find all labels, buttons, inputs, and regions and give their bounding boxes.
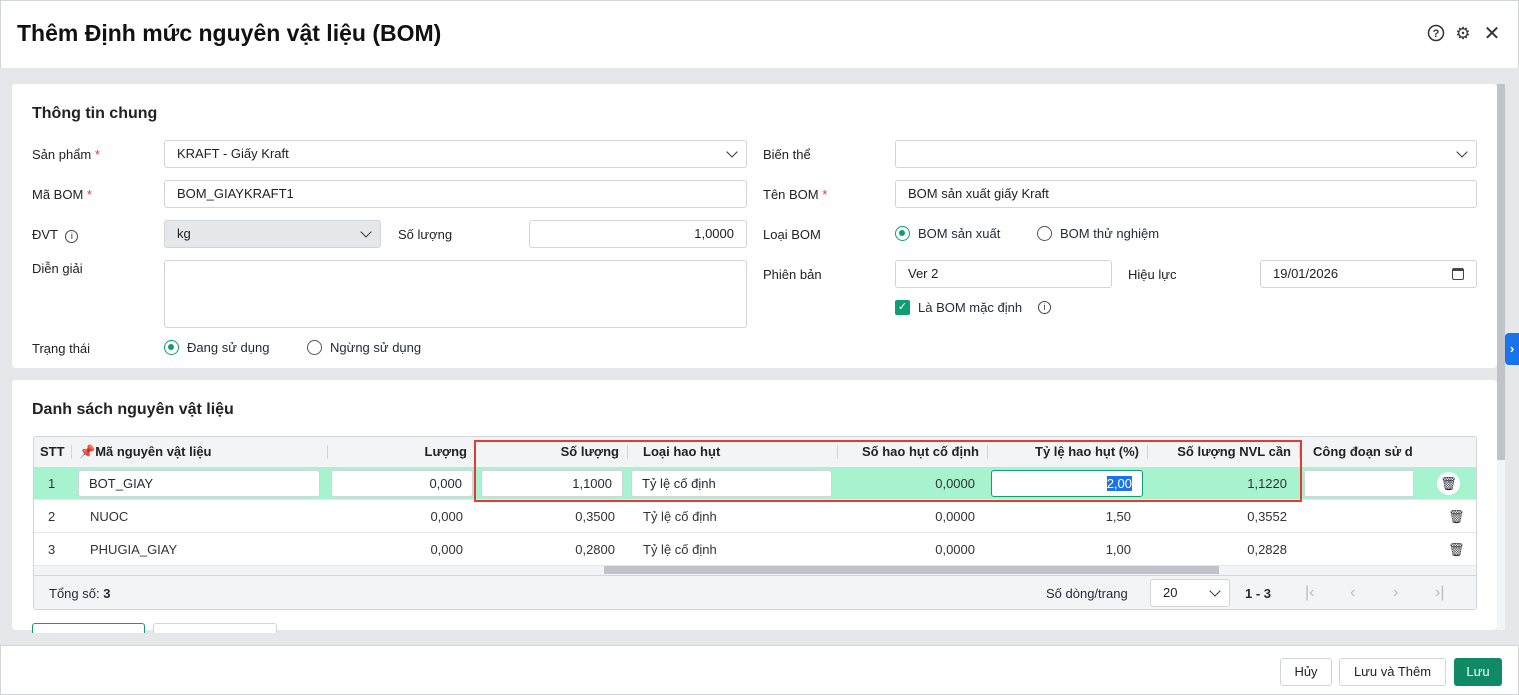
page-size-select[interactable]: 20 xyxy=(1150,579,1230,607)
quantity: 0,3500 xyxy=(575,509,615,524)
variant-label: Biến thể xyxy=(763,147,811,162)
section-title-general: Thông tin chung xyxy=(32,105,158,122)
unit-label: ĐVT i xyxy=(32,227,79,243)
dialog-title: Thêm Định mức nguyên vật liệu (BOM) xyxy=(17,20,442,46)
save-button[interactable]: Lưu xyxy=(1454,658,1502,686)
last-page-icon[interactable]: ›| xyxy=(1435,584,1445,601)
fixed-loss: 0,0000 xyxy=(935,542,975,557)
quantity-input[interactable]: 1,0000 xyxy=(529,220,747,248)
col-fixed-loss: Số hao hụt cố định xyxy=(837,437,987,467)
next-page-icon[interactable]: › xyxy=(1393,584,1399,601)
dialog-footer xyxy=(0,645,1519,695)
radio-bom-production[interactable]: BOM sản xuất xyxy=(895,226,1000,241)
required-qty: 0,3552 xyxy=(1247,509,1287,524)
bom-name-input[interactable]: BOM sản xuất giấy Kraft xyxy=(895,180,1477,208)
version-label: Phiên bản xyxy=(763,267,822,282)
col-stage: Công đoạn sử d xyxy=(1299,437,1429,467)
col-required-qty: Số lượng NVL cần xyxy=(1147,437,1299,467)
materials-table: STT 📌Mã nguyên vật liệu Lượng Số lượng L… xyxy=(33,436,1477,610)
add-row-button[interactable] xyxy=(32,623,145,633)
row-stt: 1 xyxy=(48,476,56,491)
info-icon: i xyxy=(1038,301,1052,314)
calendar-icon[interactable] xyxy=(1452,268,1464,280)
bom-code-input[interactable]: BOM_GIAYKRAFT1 xyxy=(164,180,747,208)
bom-type-label: Loại BOM xyxy=(763,227,821,242)
amount: 0,000 xyxy=(430,509,463,524)
stage-input[interactable] xyxy=(1304,470,1414,497)
expand-panel-icon[interactable]: › xyxy=(1505,333,1519,365)
fixed-loss: 0,0000 xyxy=(935,509,975,524)
horizontal-scrollbar[interactable] xyxy=(34,566,1476,575)
variant-select[interactable] xyxy=(895,140,1477,168)
close-icon[interactable]: ✕ xyxy=(1483,23,1501,45)
material-code-input[interactable]: BOT_GIAY xyxy=(78,470,320,497)
amount-input[interactable]: 0,000 xyxy=(331,470,473,497)
vertical-scrollbar[interactable] xyxy=(1497,84,1505,630)
trash-icon[interactable]: 🗑 xyxy=(1437,472,1460,495)
col-material-code[interactable]: 📌Mã nguyên vật liệu xyxy=(71,437,327,467)
table-row[interactable]: 1 BOT_GIAY 0,000 1,1000 Tỷ lệ cố định 0,… xyxy=(34,467,1476,500)
radio-status-inactive[interactable]: Ngừng sử dụng xyxy=(307,340,421,355)
bom-name-label: Tên BOM * xyxy=(763,187,828,202)
section-title-materials: Danh sách nguyên vật liệu xyxy=(32,401,234,418)
checkbox-checked-icon: ✓ xyxy=(895,300,910,315)
effective-date-label: Hiệu lực xyxy=(1128,267,1177,282)
gear-icon[interactable]: ⚙ xyxy=(1455,24,1471,43)
quantity-label: Số lượng xyxy=(398,227,453,242)
page-range: 1 - 3 xyxy=(1245,586,1272,601)
quantity-input[interactable]: 1,1000 xyxy=(481,470,623,497)
loss-rate: 1,00 xyxy=(1105,542,1131,557)
loss-type: Tỷ lệ cố định xyxy=(643,509,717,524)
product-label: Sản phẩm * xyxy=(32,147,100,162)
loss-rate-input[interactable]: 2,00 xyxy=(991,470,1143,497)
trash-icon[interactable]: 🗑 xyxy=(1448,542,1465,557)
material-code: NUOC xyxy=(90,509,129,524)
save-and-add-button[interactable]: Lưu và Thêm xyxy=(1339,658,1446,686)
highlight-box xyxy=(474,440,1302,502)
table-row[interactable]: 2 NUOC 0,000 0,3500 Tỷ lệ cố định 0,0000… xyxy=(34,500,1476,533)
cancel-button[interactable]: Hủy xyxy=(1280,658,1332,686)
svg-text:?: ? xyxy=(1433,28,1440,40)
col-loss-rate: Tỷ lệ hao hụt (%) xyxy=(987,437,1147,467)
fixed-loss-value: 0,0000 xyxy=(935,476,975,491)
amount: 0,000 xyxy=(430,542,463,557)
info-icon: i xyxy=(65,230,79,243)
row-stt: 3 xyxy=(48,542,56,557)
first-page-icon[interactable]: |‹ xyxy=(1305,584,1315,601)
col-amount: Lượng xyxy=(327,437,475,467)
col-loss-type: Loại hao hụt xyxy=(627,437,837,467)
quantity: 0,2800 xyxy=(575,542,615,557)
prev-page-icon[interactable]: ‹ xyxy=(1350,584,1356,601)
loss-type: Tỷ lệ cố định xyxy=(643,542,717,557)
table-footer xyxy=(34,575,1476,609)
required-qty-value: 1,1220 xyxy=(1247,476,1287,491)
pin-icon[interactable]: 📌 xyxy=(79,444,96,459)
loss-type-select[interactable]: Tỷ lệ cố định xyxy=(631,470,832,497)
secondary-button[interactable] xyxy=(153,623,277,633)
loss-rate: 1,50 xyxy=(1105,509,1131,524)
help-icon[interactable]: ? xyxy=(1426,24,1446,44)
dialog-header xyxy=(0,0,1519,68)
description-textarea[interactable] xyxy=(164,260,747,328)
row-stt: 2 xyxy=(48,509,56,524)
description-label: Diễn giải xyxy=(32,261,83,276)
unit-select[interactable]: kg xyxy=(164,220,381,248)
table-row[interactable]: 3 PHUGIA_GIAY 0,000 0,2800 Tỷ lệ cố định… xyxy=(34,533,1476,566)
product-select[interactable]: KRAFT - Giấy Kraft xyxy=(164,140,747,168)
col-quantity: Số lượng xyxy=(475,437,627,467)
default-bom-checkbox[interactable]: ✓ Là BOM mặc định i xyxy=(895,300,1052,315)
radio-status-active[interactable]: Đang sử dụng xyxy=(164,340,269,355)
status-label: Trạng thái xyxy=(32,341,91,356)
version-input[interactable]: Ver 2 xyxy=(895,260,1112,288)
material-code: PHUGIA_GIAY xyxy=(90,542,178,557)
page-size-label: Số dòng/trang xyxy=(1046,586,1128,601)
radio-bom-trial[interactable]: BOM thử nghiệm xyxy=(1037,226,1159,241)
col-stt: STT xyxy=(34,437,71,467)
effective-date-input[interactable]: 19/01/2026 xyxy=(1260,260,1477,288)
bom-code-label: Mã BOM * xyxy=(32,187,92,202)
total-count: Tổng số: 3 xyxy=(49,586,111,601)
required-qty: 0,2828 xyxy=(1247,542,1287,557)
trash-icon[interactable]: 🗑 xyxy=(1448,509,1465,524)
